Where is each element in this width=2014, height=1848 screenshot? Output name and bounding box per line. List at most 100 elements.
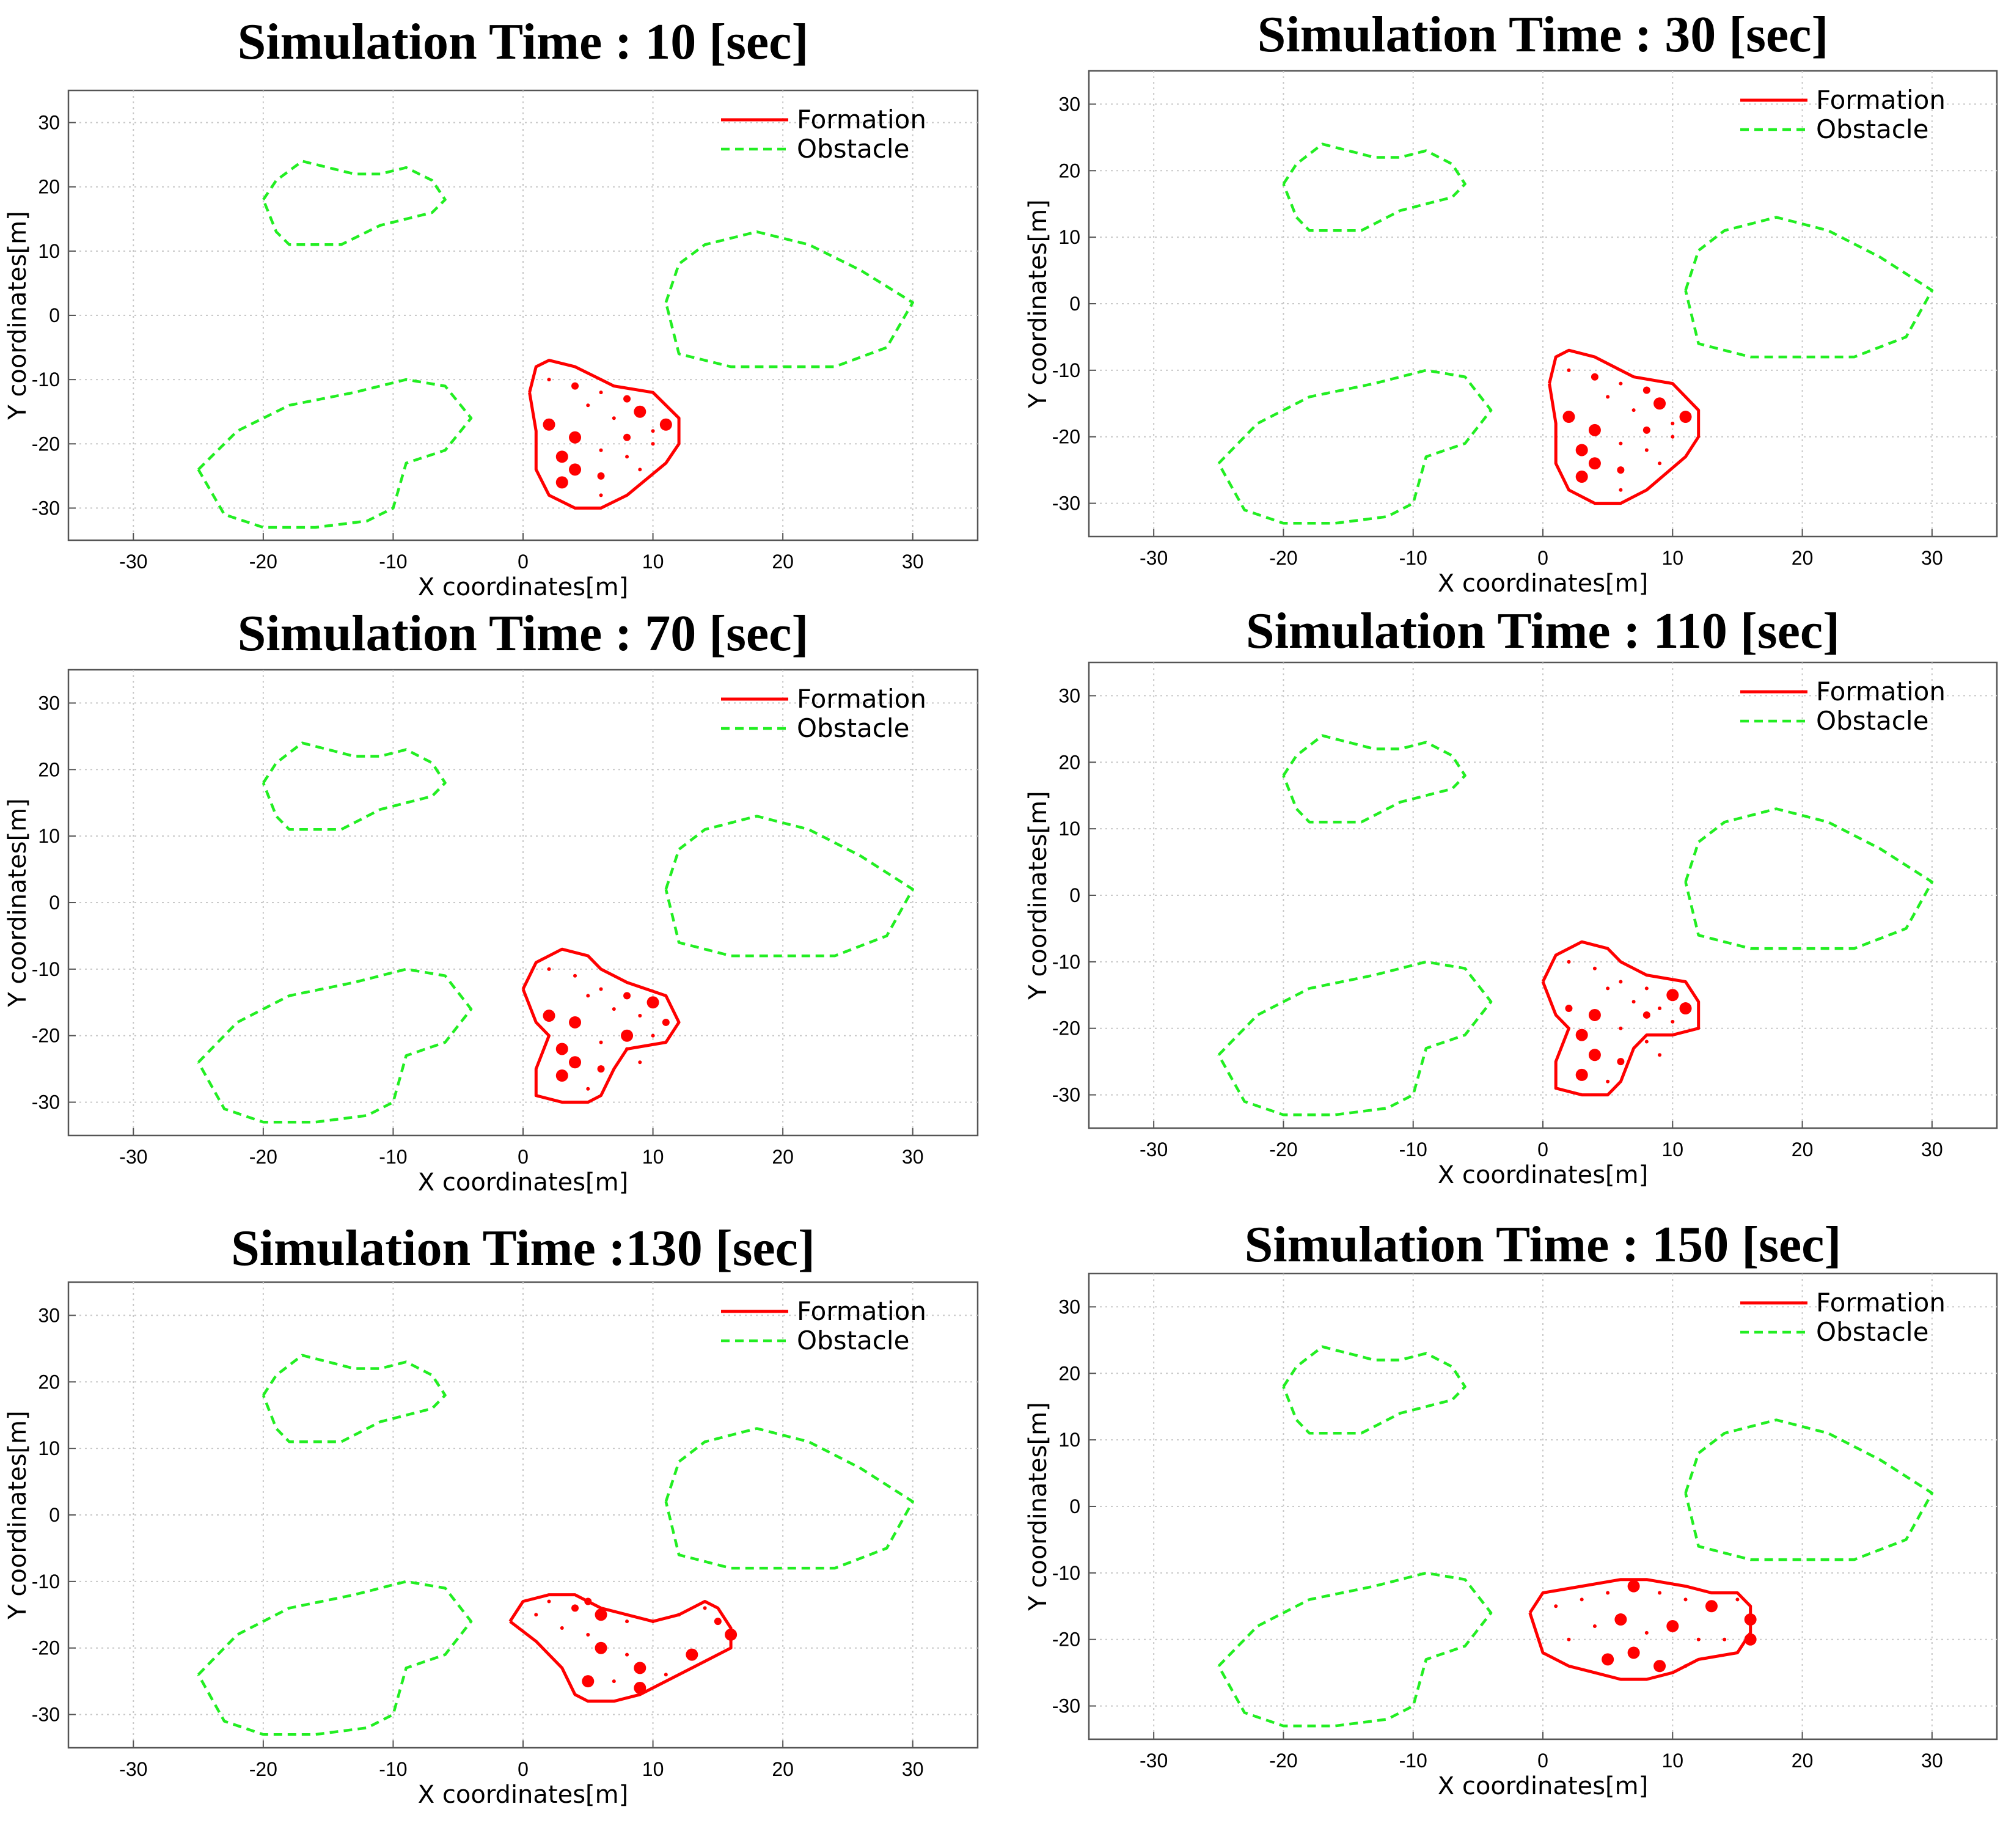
agent-point (1567, 368, 1571, 372)
agent-point (555, 476, 568, 489)
agent-point (1631, 1000, 1636, 1004)
agent-point (1565, 1005, 1573, 1013)
chart-panel-4: Simulation Time : 110 [sec] -30 -20 -10 0 10 2… (1024, 603, 1998, 1189)
y-tick-label: 10 (38, 825, 60, 847)
agent-point (651, 442, 655, 446)
chart-title: Simulation Time : 110 [sec] (1246, 603, 1840, 659)
agent-point (1588, 457, 1601, 470)
obstacle-boundary-2 (664, 230, 914, 369)
x-tick-label: -20 (1269, 1138, 1297, 1160)
y-tick-label: -30 (32, 1091, 60, 1113)
agent-point (1683, 1664, 1688, 1668)
agent-point (623, 992, 631, 1000)
agent-point (625, 455, 629, 459)
obstacle-boundary-2 (664, 1427, 914, 1570)
y-tick-label: 30 (38, 112, 60, 134)
agent-point (677, 1613, 681, 1617)
agent-point (1592, 1624, 1597, 1628)
agent-point (1580, 1597, 1584, 1602)
agent-point (1658, 1007, 1662, 1011)
y-tick-label: 20 (1058, 751, 1080, 773)
x-tick-label: 10 (1661, 1138, 1683, 1160)
agent-point (1631, 408, 1636, 413)
agent-point (1567, 1637, 1571, 1641)
chart-title: Simulation Time : 30 [sec] (1258, 6, 1829, 63)
agent-point (1588, 424, 1601, 436)
x-tick-label: -30 (1140, 547, 1168, 569)
agent-point (1642, 386, 1650, 394)
y-tick-label: 0 (1069, 1495, 1080, 1517)
y-axis-label: Y coordinates[m] (1024, 199, 1052, 409)
agent-point (582, 1675, 595, 1688)
x-axis-label: X coordinates[m] (418, 1168, 628, 1197)
y-tick-label: 30 (1058, 93, 1080, 115)
agent-point (569, 1016, 582, 1028)
agent-point (1591, 373, 1598, 381)
x-axis-label: X coordinates[m] (1438, 1161, 1648, 1189)
agent-point (599, 1040, 603, 1044)
obstacle-boundary-2 (1684, 1418, 1934, 1561)
agent-point (634, 1662, 646, 1674)
agent-point (634, 405, 646, 418)
y-tick-label: 0 (49, 304, 60, 326)
formation-boundary (508, 1593, 733, 1703)
y-tick-label: -10 (1052, 1562, 1080, 1584)
agent-point (1735, 1597, 1740, 1602)
y-tick-label: -20 (1052, 1629, 1080, 1651)
agent-point (597, 472, 605, 480)
agent-point (725, 1628, 738, 1641)
agent-point (638, 1014, 642, 1018)
legend-obstacle-label: Obstacle (797, 134, 909, 164)
agent-point (1602, 1653, 1614, 1666)
agent-point (638, 1060, 642, 1065)
agent-point (1658, 1053, 1662, 1057)
y-tick-label: 10 (1058, 818, 1080, 840)
obstacle-boundary-3 (197, 1580, 473, 1736)
agent-point (555, 1069, 568, 1082)
y-tick-label: 30 (38, 1304, 60, 1326)
agent-point (571, 1604, 579, 1612)
agent-point (1658, 1591, 1662, 1595)
chart-panel-6: Simulation Time : 150 [sec] -30 -20 -10 0 10 2… (1024, 1216, 1998, 1800)
agent-point (1653, 397, 1666, 410)
x-tick-label: 0 (1537, 547, 1548, 569)
y-tick-label: -30 (1052, 1084, 1080, 1106)
agent-point (1575, 471, 1588, 483)
obstacle-boundary-1 (1282, 142, 1467, 232)
y-tick-label: -30 (32, 1704, 60, 1726)
legend-obstacle-label: Obstacle (1816, 114, 1928, 144)
x-tick-label: -30 (1140, 1750, 1168, 1772)
agent-point (625, 1047, 629, 1051)
chart-panel-1: Simulation Time : 10 [sec] -30 -20 -10 0 10 20… (4, 13, 979, 601)
y-tick-label: -10 (1052, 951, 1080, 973)
agent-point (612, 416, 616, 420)
agent-point (651, 1619, 655, 1624)
agent-point (586, 994, 590, 998)
obstacle-boundary-1 (262, 1354, 447, 1443)
agent-point (1653, 1660, 1666, 1673)
legend-formation-label: Formation (797, 105, 926, 134)
agent-point (1619, 980, 1623, 984)
y-tick-label: -20 (1052, 1018, 1080, 1040)
agent-point (1617, 466, 1625, 474)
x-tick-label: 0 (518, 1758, 529, 1780)
obstacle-boundary-1 (262, 160, 447, 246)
obstacle-boundary-2 (1684, 807, 1934, 950)
agent-point (555, 450, 568, 463)
agent-point (1567, 959, 1571, 964)
agent-point (1575, 1028, 1588, 1041)
y-tick-label: 0 (1069, 884, 1080, 906)
y-tick-label: -30 (1052, 1695, 1080, 1717)
x-tick-label: 0 (1537, 1750, 1548, 1772)
obstacle-boundary-1 (262, 741, 447, 831)
agent-point (1588, 1008, 1601, 1021)
obstacle-boundary-2 (664, 815, 914, 958)
x-tick-label: 20 (772, 1758, 794, 1780)
x-tick-label: 10 (1661, 547, 1683, 569)
agent-point (1671, 421, 1675, 425)
y-tick-label: -30 (32, 497, 60, 519)
agent-point (638, 468, 642, 472)
agent-point (543, 1010, 555, 1022)
legend-formation-label: Formation (1816, 85, 1946, 115)
